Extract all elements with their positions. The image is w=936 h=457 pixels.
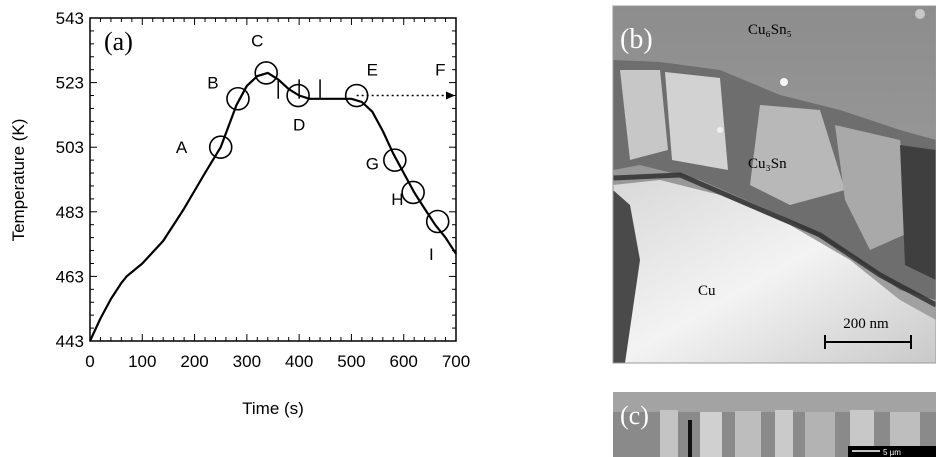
y-axis-label: Temperature (K) — [9, 119, 28, 242]
plot-frame — [89, 17, 457, 342]
y-tick-label: 523 — [56, 74, 84, 93]
x-axis-tick-labels: 0 100 200 300 400 500 600 700 — [85, 352, 470, 371]
scale-bar-b — [824, 335, 912, 349]
panel-label-b: (b) — [620, 24, 653, 55]
grain-1 — [620, 70, 668, 160]
panel-label-c: (c) — [620, 401, 649, 430]
x-tick-label: 400 — [285, 352, 313, 371]
cu-substrate — [613, 180, 936, 363]
point-marker-i — [425, 209, 450, 234]
panel-label-a: (a) — [104, 27, 133, 56]
sem-column — [660, 410, 678, 457]
point-label-h: H — [391, 190, 403, 209]
point-marker-c — [254, 61, 279, 85]
x-tick-label: 500 — [337, 352, 365, 371]
temperature-curve — [89, 71, 457, 342]
curve-layer — [89, 71, 457, 342]
point-marker-b — [226, 86, 250, 111]
x-axis-ticks — [89, 18, 457, 341]
y-tick-label: 483 — [56, 203, 84, 222]
scale-bar-label-b: 200 nm — [843, 316, 889, 332]
sem-top-layer — [613, 392, 936, 412]
micrograph-b-frame — [612, 5, 936, 364]
scale-bar-label-c: 5 µm — [883, 448, 901, 457]
particle — [717, 127, 723, 133]
point-label-b: B — [207, 74, 218, 93]
point-label-d: D — [293, 116, 305, 135]
sem-column — [775, 410, 793, 457]
point-marker-a — [208, 135, 233, 159]
y-tick-label: 463 — [56, 267, 84, 286]
temperature-chart: 0 100 200 300 400 500 600 700 443 463 483 503 523 54… — [9, 9, 470, 418]
y-tick-label: 543 — [56, 9, 84, 28]
x-axis-label: Time (s) — [242, 399, 304, 418]
grain-3 — [750, 105, 845, 205]
grain-4 — [835, 125, 915, 250]
point-marker-e — [344, 83, 369, 108]
point-marker-d — [286, 83, 310, 108]
y-axis-tick-labels: 443 463 483 503 523 543 — [56, 9, 84, 351]
annotation-layer: A B C D E F GH I — [176, 32, 450, 264]
label-cu3sn: Cu₃Sn — [748, 156, 787, 172]
grain-5 — [900, 145, 936, 280]
x-tick-label: 0 — [85, 352, 94, 371]
label-cu: Cu — [698, 283, 716, 299]
point-label-i: I — [429, 245, 434, 264]
grain-2 — [665, 72, 728, 170]
point-label-a: A — [176, 138, 188, 157]
sem-scale-box — [848, 446, 936, 457]
boundary-line — [613, 172, 936, 308]
point-label-e: E — [367, 61, 378, 80]
point-label-c: C — [251, 32, 263, 51]
sem-dark-marker — [688, 420, 692, 457]
micrograph-c: 5 µm (c) — [613, 392, 936, 457]
point-label-f: F — [435, 61, 445, 80]
label-cu6sn5: Cu₆Sn₅ — [748, 22, 792, 38]
micrograph-b: (b) Cu₆Sn₅ Cu₃Sn Cu 200 nm — [612, 5, 936, 364]
point-marker-g — [383, 148, 407, 172]
sem-column — [805, 412, 835, 457]
point-marker-h — [401, 180, 425, 205]
x-tick-label: 200 — [180, 352, 208, 371]
particle — [780, 78, 788, 86]
y-tick-label: 443 — [56, 332, 84, 351]
dark-edge — [613, 190, 640, 363]
x-tick-label: 100 — [128, 352, 156, 371]
x-tick-label: 700 — [442, 352, 470, 371]
sem-column — [735, 411, 761, 457]
y-tick-label: 503 — [56, 138, 84, 157]
sem-column — [700, 412, 722, 457]
y-axis-ticks — [90, 17, 456, 342]
point-label-g: G — [366, 154, 379, 173]
x-tick-label: 300 — [233, 352, 261, 371]
x-tick-label: 600 — [390, 352, 418, 371]
particle — [915, 9, 925, 19]
